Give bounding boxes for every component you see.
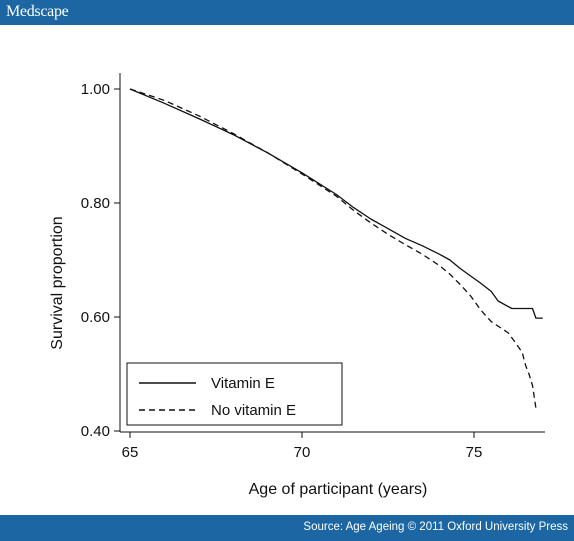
y-tick-label: 1.00 [81,81,110,98]
y-axis-title: Survival proportion [49,216,66,349]
x-tick-label: 75 [466,444,483,461]
source-credit: Source: Age Ageing © 2011 Oxford Univers… [303,521,568,533]
survival-chart: 0.40 0.60 0.80 1.00 65 70 75 Survival proport… [49,73,545,498]
series-line-no-vitamin-e [129,88,537,409]
y-axis-ticks: 0.40 0.60 0.80 1.00 [81,81,120,440]
footer-bar: Source: Age Ageing © 2011 Oxford Univers… [0,515,574,541]
series-layer [129,88,543,409]
y-tick-label: 0.60 [81,309,110,326]
medscape-logo[interactable]: Medscape [6,3,69,20]
x-tick-label: 70 [294,444,311,461]
x-tick-label: 65 [122,444,139,461]
legend-box [126,362,343,426]
x-axis-ticks: 65 70 75 [122,432,483,461]
legend-label-vitamin-e: Vitamin E [211,375,275,392]
header-bar: Medscape [0,0,574,25]
legend-label-no-vitamin-e: No vitamin E [211,402,296,419]
y-tick-label: 0.80 [81,195,110,212]
y-tick-label: 0.40 [81,423,110,440]
series-line-vitamin-e [129,88,543,319]
x-axis-title: Age of participant (years) [249,481,428,498]
legend: Vitamin E No vitamin E [126,362,343,426]
